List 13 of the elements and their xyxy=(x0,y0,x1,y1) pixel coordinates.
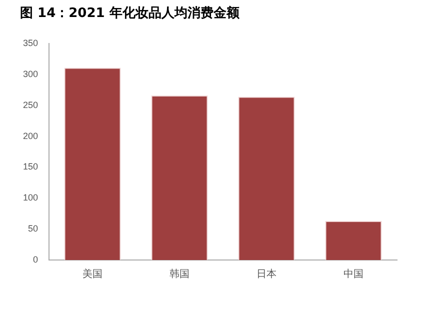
chart-title: 图 14：2021 年化妆品人均消费金额 xyxy=(20,5,240,22)
x-tick-label: 韩国 xyxy=(170,268,190,280)
y-tick-label: 200 xyxy=(22,130,38,141)
y-tick-label: 150 xyxy=(22,162,38,172)
x-tick-label: 日本 xyxy=(256,268,277,280)
y-tick-label: 100 xyxy=(22,192,38,203)
y-tick-label: 0 xyxy=(33,254,38,264)
x-tick-label: 美国 xyxy=(82,268,103,280)
y-tick-label: 300 xyxy=(22,69,38,79)
y-tick-label: 350 xyxy=(22,38,38,48)
y-tick-label: 250 xyxy=(22,100,38,110)
y-tick-label: 50 xyxy=(28,224,38,234)
x-tick-label: 中国 xyxy=(344,268,364,280)
